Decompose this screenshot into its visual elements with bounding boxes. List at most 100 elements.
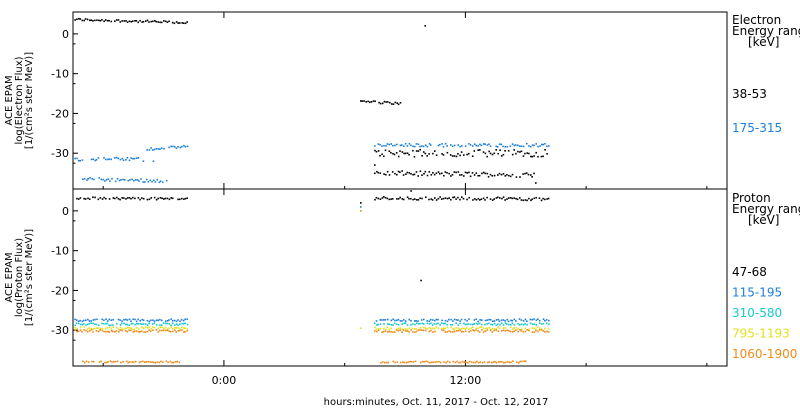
data-point-0-0-188 <box>419 170 422 173</box>
data-point-0-1-120 <box>428 143 431 145</box>
data-point-1-3-55 <box>186 328 189 330</box>
data-point-1-4-94 <box>444 331 447 333</box>
data-point-1-3-101 <box>471 326 474 328</box>
data-point-0-1-29 <box>146 149 148 151</box>
data-point-0-0-178 <box>401 170 403 172</box>
data-point-1-4-21 <box>114 331 116 333</box>
data-point-1-4-35 <box>141 330 143 333</box>
data-point-1-2-39 <box>152 323 154 325</box>
y-tick-label-1-1: -10 <box>51 245 69 258</box>
data-point-0-0-228 <box>491 175 494 177</box>
data-point-1-1-36 <box>148 320 151 323</box>
data-point-0-0-150 <box>519 151 521 153</box>
data-point-0-0-203 <box>446 172 448 174</box>
data-point-0-1-24 <box>130 157 132 159</box>
data-point-1-3-117 <box>504 327 507 329</box>
data-point-1-4-185 <box>162 361 164 363</box>
data-point-0-0-247 <box>533 172 535 175</box>
data-point-1-0-72 <box>414 198 416 200</box>
data-point-1-3-75 <box>419 327 422 329</box>
data-point-1-1-35 <box>146 319 149 322</box>
data-point-0-0-135 <box>488 150 490 153</box>
data-point-1-2-70 <box>401 323 403 325</box>
data-point-1-3-4 <box>86 328 89 330</box>
data-point-0-0-72 <box>381 102 384 105</box>
data-point-0-0-111 <box>428 153 430 155</box>
data-point-1-4-107 <box>469 330 472 332</box>
data-point-1-1-138 <box>360 206 362 208</box>
data-point-1-1-70 <box>402 319 405 321</box>
data-point-1-3-112 <box>493 328 496 330</box>
data-point-1-1-43 <box>161 319 163 322</box>
data-point-0-0-134 <box>486 155 488 158</box>
data-point-1-2-30 <box>134 323 136 326</box>
data-point-0-0-61 <box>360 100 362 102</box>
data-point-1-4-232 <box>461 360 464 363</box>
data-point-0-0-4 <box>81 19 84 22</box>
data-point-1-4-49 <box>168 330 170 332</box>
data-point-1-3-31 <box>141 326 143 329</box>
data-point-0-0-218 <box>473 174 476 176</box>
data-point-0-1-167 <box>533 144 535 147</box>
y-axis-label-0-1: log(Electron Flux) <box>14 56 25 144</box>
data-point-1-1-101 <box>475 318 477 320</box>
data-point-1-0-53 <box>375 196 378 199</box>
data-point-0-1-75 <box>135 179 137 181</box>
data-point-1-0-120 <box>509 197 512 199</box>
data-point-1-2-37 <box>146 324 149 326</box>
data-point-0-0-165 <box>374 172 376 175</box>
data-point-1-2-133 <box>529 322 532 325</box>
data-point-1-2-106 <box>475 322 478 325</box>
data-point-1-4-26 <box>125 330 127 332</box>
data-point-1-4-43 <box>157 331 160 333</box>
data-point-1-4-47 <box>165 329 167 332</box>
data-point-1-2-60 <box>377 323 379 326</box>
data-point-1-4-152 <box>91 360 93 363</box>
series-1-2 <box>74 322 550 327</box>
data-point-1-3-98 <box>466 327 468 329</box>
data-point-0-1-113 <box>415 143 418 145</box>
data-point-1-3-33 <box>145 326 147 328</box>
data-point-1-1-115 <box>502 319 505 321</box>
data-point-0-0-166 <box>376 170 378 173</box>
data-point-1-0-100 <box>472 199 474 201</box>
data-point-1-0-95 <box>459 198 461 201</box>
data-point-1-1-5 <box>83 319 85 322</box>
data-point-0-0-225 <box>486 172 489 175</box>
data-point-1-4-142 <box>538 329 541 331</box>
data-point-0-1-0 <box>74 157 76 160</box>
data-point-0-0-205 <box>450 175 452 177</box>
data-point-1-4-129 <box>513 330 515 333</box>
data-point-1-4-3 <box>79 329 82 331</box>
data-point-1-3-104 <box>479 326 481 328</box>
data-point-1-4-161 <box>113 361 115 363</box>
data-point-1-1-103 <box>479 319 481 321</box>
data-point-1-4-260 <box>516 361 518 364</box>
data-point-0-1-66 <box>116 178 119 180</box>
data-point-1-2-97 <box>457 324 460 326</box>
data-point-0-1-10 <box>103 157 105 159</box>
data-point-1-4-11 <box>95 330 98 332</box>
data-point-1-1-21 <box>119 319 121 321</box>
data-point-1-4-98 <box>452 330 454 333</box>
data-point-1-4-186 <box>165 360 168 363</box>
data-point-1-3-18 <box>115 327 118 329</box>
data-point-1-3-53 <box>182 327 185 329</box>
data-point-0-0-198 <box>437 171 440 173</box>
data-point-1-4-157 <box>105 361 108 364</box>
data-point-0-1-72 <box>129 179 131 181</box>
data-point-0-0-33 <box>135 20 138 22</box>
data-point-1-2-74 <box>410 324 412 326</box>
data-point-1-1-85 <box>437 318 439 321</box>
data-point-0-0-235 <box>506 174 508 176</box>
data-point-1-2-98 <box>459 322 461 325</box>
data-point-1-1-97 <box>464 318 466 321</box>
data-point-0-1-13 <box>108 158 111 160</box>
data-point-1-4-219 <box>434 361 437 363</box>
data-point-1-1-106 <box>486 319 489 321</box>
data-point-0-0-226 <box>487 176 490 178</box>
data-point-0-1-70 <box>123 179 126 181</box>
data-point-0-0-182 <box>408 172 411 174</box>
data-point-0-0-73 <box>383 100 386 103</box>
data-point-1-2-123 <box>508 323 510 326</box>
